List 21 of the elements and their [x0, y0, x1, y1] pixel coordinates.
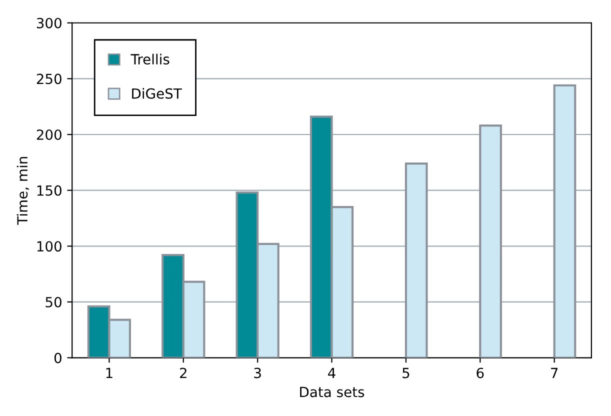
y-tick-label: 300	[36, 18, 62, 28]
bar	[404, 162, 428, 358]
x-tick-label: 5	[402, 368, 410, 378]
x-tick-label: 6	[476, 368, 484, 378]
bar	[553, 84, 576, 358]
y-tick-label: 100	[37, 241, 62, 252]
x-tick-label: 2	[180, 368, 186, 378]
y-axis-title: Time, min	[16, 156, 30, 225]
legend-label: DiGeST	[132, 88, 182, 99]
legend-label: Trellis	[130, 54, 170, 65]
x-tick-label: 7	[551, 368, 558, 378]
x-tick-label: 3	[254, 368, 261, 378]
bar	[479, 124, 502, 358]
y-tick-label: 150	[37, 185, 62, 196]
x-tick-label: 4	[328, 368, 336, 378]
y-tick-label: 0	[54, 352, 62, 364]
x-tick-label: 1	[106, 368, 112, 378]
x-axis-title: Data sets	[300, 386, 364, 398]
y-tick-label: 50	[46, 296, 62, 308]
y-tick-label: 250	[36, 74, 62, 84]
y-tick-label: 200	[36, 129, 62, 140]
